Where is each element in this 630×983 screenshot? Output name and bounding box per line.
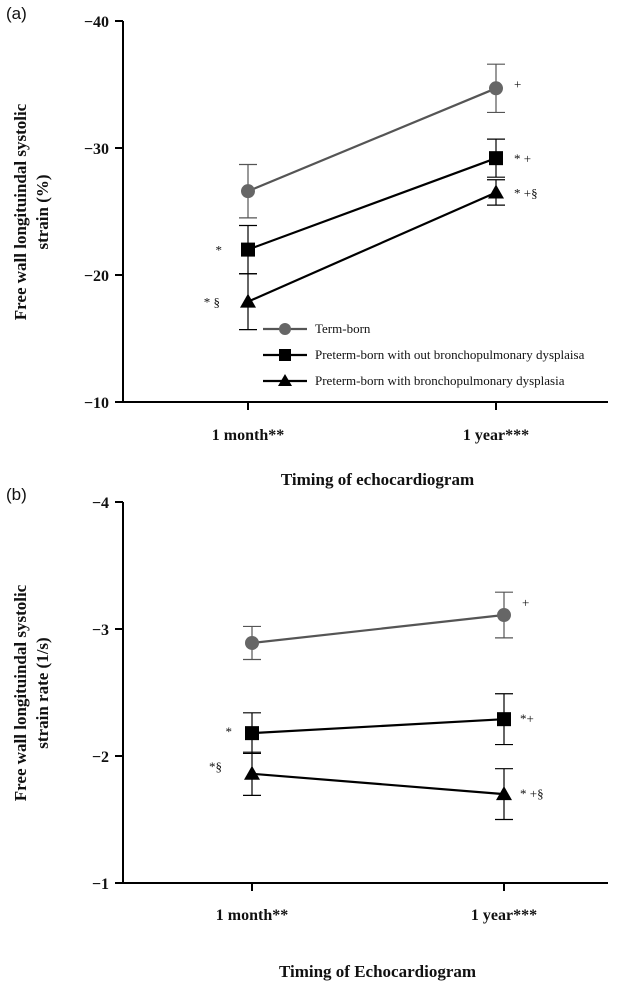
legend-marker-square (279, 349, 291, 361)
legend-marker-circle (279, 323, 291, 335)
significance-annotation: + (522, 595, 529, 610)
significance-annotation: *+ (520, 711, 534, 726)
legend-label: Preterm-born with out bronchopulmonary d… (315, 347, 585, 362)
y-tick-label: −20 (84, 268, 109, 285)
y-axis-label: strain rate (1/s) (33, 637, 52, 748)
panel-letter: (a) (6, 4, 27, 23)
significance-annotation: * +§ (520, 786, 544, 801)
x-tick-label: 1 month** (212, 427, 284, 444)
panel-a: (a) −40 −30 −20 −10 1 month** 1 year*** Timing … (6, 4, 608, 489)
panel-letter: (b) (6, 485, 27, 504)
x-axis-label: Timing of echocardiogram (281, 470, 474, 489)
series-line (251, 718, 505, 735)
x-axis-label: Timing of Echocardiogram (279, 962, 476, 981)
y-tick-label: −40 (84, 14, 109, 31)
series-line (247, 157, 497, 251)
legend-label: Preterm-born with bronchopulmonary dyspl… (315, 373, 565, 388)
y-tick-label: −2 (92, 749, 109, 766)
significance-annotation: *§ (209, 759, 222, 774)
y-tick-label: −30 (84, 141, 109, 158)
data-point-circle (497, 608, 511, 623)
y-tick-label: −1 (92, 876, 109, 893)
data-point-square (497, 712, 511, 727)
data-point-circle (241, 184, 255, 199)
data-point-triangle (488, 184, 504, 199)
y-axis-label: strain (%) (33, 174, 52, 249)
series-line (251, 613, 505, 645)
y-tick-label: −10 (84, 395, 109, 412)
legend-marker-triangle (278, 374, 292, 386)
data-point-triangle (496, 786, 512, 801)
significance-annotation: * (216, 243, 223, 258)
data-point-square (245, 726, 259, 741)
y-axis-label: Free wall longituindal systolic (11, 103, 30, 320)
data-point-square (489, 151, 503, 166)
data-point-triangle (240, 293, 256, 308)
significance-annotation: + (514, 76, 521, 91)
y-tick-label: −3 (92, 622, 109, 639)
series-line (247, 87, 497, 193)
x-tick-label: 1 year*** (463, 427, 529, 444)
data-point-square (241, 242, 255, 257)
y-tick-label: −4 (92, 495, 109, 512)
significance-annotation: * + (514, 151, 531, 166)
legend-label: Term-born (315, 321, 371, 336)
series-line (247, 191, 497, 303)
significance-annotation: * § (204, 295, 220, 310)
y-axis-label: Free wall longituindal systolic (11, 584, 30, 801)
data-point-triangle (244, 765, 260, 780)
data-point-circle (245, 635, 259, 650)
significance-annotation: * +§ (514, 185, 538, 200)
x-tick-label: 1 year*** (471, 907, 537, 924)
x-tick-label: 1 month** (216, 907, 288, 924)
data-point-circle (489, 81, 503, 96)
significance-annotation: * (226, 724, 233, 739)
series-line (251, 772, 505, 796)
panel-b: (b) −4 −3 −2 −1 1 month** 1 year*** Timing of E… (6, 485, 608, 981)
